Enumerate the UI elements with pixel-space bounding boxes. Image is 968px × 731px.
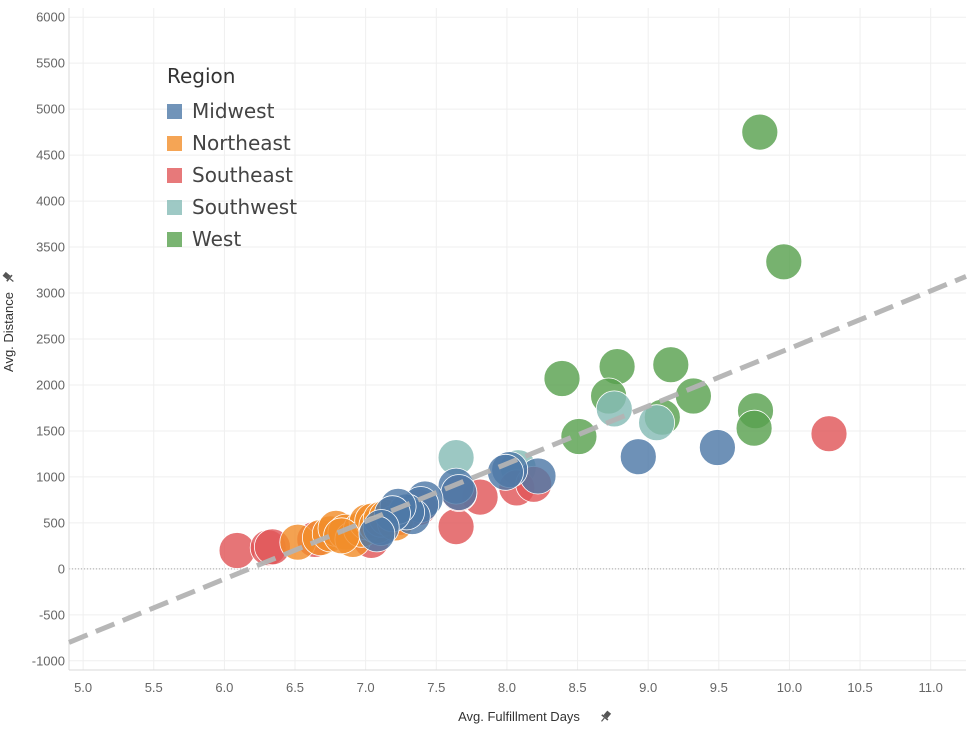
y-tick-label: 5000: [36, 102, 65, 117]
y-tick-label: 6000: [36, 10, 65, 25]
point-west[interactable]: [543, 360, 581, 397]
legend: Region Midwest Northeast Southeast South…: [167, 63, 297, 255]
x-axis-label: Avg. Fulfillment Days: [458, 709, 580, 724]
point-west[interactable]: [735, 409, 773, 447]
legend-label: West: [192, 227, 242, 251]
x-axis-title: Avg. Fulfillment Days: [458, 709, 612, 724]
x-axis-ticks: 5.0 5.5 6.0 6.5 7.0 7.5 8.0 8.5 9.0 9.5 10.0 10.5 11…: [74, 680, 943, 695]
legend-label: Midwest: [192, 99, 275, 123]
y-tick-label: -500: [39, 607, 65, 622]
x-tick-label: 10.0: [777, 680, 802, 695]
x-tick-label: 11.0: [919, 680, 943, 695]
legend-label: Southwest: [192, 195, 298, 219]
point-southeast[interactable]: [437, 508, 475, 545]
point-west[interactable]: [675, 377, 712, 415]
y-axis-ticks: 6000550050004500400035003000250020001500…: [32, 10, 65, 669]
point-west[interactable]: [765, 243, 803, 281]
legend-item-west[interactable]: West: [167, 223, 297, 255]
legend-label: Southeast: [192, 163, 293, 187]
point-midwest[interactable]: [619, 438, 657, 476]
x-tick-label: 6.5: [286, 680, 304, 695]
y-tick-label: 5500: [36, 56, 65, 71]
point-southwest[interactable]: [638, 404, 675, 442]
y-tick-label: 500: [43, 515, 65, 530]
y-tick-label: 1000: [36, 469, 65, 484]
point-midwest[interactable]: [699, 429, 736, 466]
y-tick-label: 1500: [36, 423, 65, 438]
x-tick-label: 9.0: [639, 680, 657, 695]
y-tick-label: 2000: [36, 377, 65, 392]
x-tick-label: 7.5: [427, 680, 445, 695]
point-west[interactable]: [560, 418, 598, 455]
trend-line: [68, 274, 967, 645]
y-tick-label: 4500: [36, 148, 65, 163]
legend-item-northeast[interactable]: Northeast: [167, 127, 297, 159]
legend-label: Northeast: [192, 131, 291, 155]
legend-swatch-southwest: [167, 199, 182, 215]
x-tick-label: 7.0: [357, 680, 375, 695]
legend-swatch-southeast: [167, 167, 182, 183]
axis-frame: [68, 8, 966, 671]
point-midwest[interactable]: [440, 474, 478, 511]
legend-title: Region: [167, 64, 236, 88]
y-axis-label: Avg. Distance: [1, 292, 16, 372]
point-southeast[interactable]: [810, 415, 848, 453]
x-tick-label: 5.5: [145, 680, 163, 695]
trend-line-mark[interactable]: [68, 274, 967, 645]
x-axis-pin-icon[interactable]: [598, 710, 612, 724]
y-axis-pin-icon[interactable]: [2, 271, 16, 285]
x-tick-label: 8.5: [568, 680, 586, 695]
data-points: [218, 113, 848, 569]
x-tick-label: 8.0: [498, 680, 516, 695]
point-west[interactable]: [741, 113, 779, 151]
y-axis-title: Avg. Distance: [1, 271, 16, 372]
y-tick-label: 0: [58, 561, 65, 576]
x-tick-label: 5.0: [74, 680, 92, 695]
y-tick-label: 2500: [36, 332, 65, 347]
y-tick-label: 3500: [36, 240, 65, 255]
legend-swatch-midwest: [167, 103, 182, 119]
y-tick-label: -1000: [32, 653, 65, 668]
legend-item-midwest[interactable]: Midwest: [167, 95, 297, 127]
legend-swatch-northeast: [167, 135, 182, 151]
point-northeast[interactable]: [323, 517, 361, 555]
y-tick-label: 3000: [36, 286, 65, 301]
x-tick-label: 9.5: [710, 680, 728, 695]
legend-item-southeast[interactable]: Southeast: [167, 159, 297, 191]
point-southeast[interactable]: [218, 532, 256, 569]
legend-swatch-west: [167, 231, 182, 247]
y-tick-label: 4000: [36, 194, 65, 209]
x-tick-label: 6.0: [215, 680, 233, 695]
x-tick-label: 10.5: [847, 680, 872, 695]
point-midwest[interactable]: [487, 453, 524, 491]
legend-item-southwest[interactable]: Southwest: [167, 191, 297, 223]
point-west[interactable]: [652, 346, 690, 384]
